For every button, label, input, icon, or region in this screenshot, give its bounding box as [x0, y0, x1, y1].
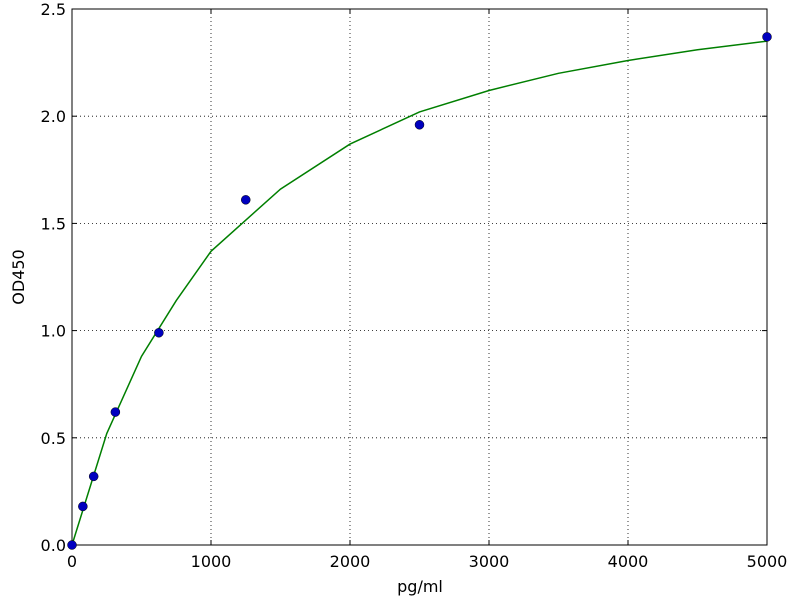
- x-tick-label: 3000: [469, 552, 510, 571]
- data-point: [241, 195, 251, 205]
- x-tick-label: 4000: [608, 552, 649, 571]
- y-tick-label: 1.0: [41, 322, 66, 341]
- y-tick-label: 0.5: [41, 429, 66, 448]
- data-point: [67, 540, 77, 550]
- x-tick-label: 1000: [191, 552, 232, 571]
- y-axis-label: OD450: [9, 249, 28, 304]
- y-tick-label: 0.0: [41, 536, 66, 555]
- data-point: [154, 327, 164, 338]
- plot-frame: [71, 8, 768, 546]
- data-point: [414, 120, 425, 130]
- y-tick-label: 1.5: [41, 214, 66, 233]
- data-point: [110, 407, 121, 417]
- data-point: [88, 471, 99, 482]
- data-point: [762, 32, 772, 42]
- y-tick-label: 2.0: [41, 107, 66, 126]
- fit-curve: [71, 40, 768, 546]
- x-tick-label: 5000: [747, 552, 788, 571]
- y-tick-label: 2.5: [41, 0, 66, 19]
- x-axis-label: pg/ml: [397, 577, 443, 596]
- data-point: [78, 501, 88, 512]
- x-tick-label: 2000: [330, 552, 371, 571]
- x-tick-label: 0: [67, 552, 77, 571]
